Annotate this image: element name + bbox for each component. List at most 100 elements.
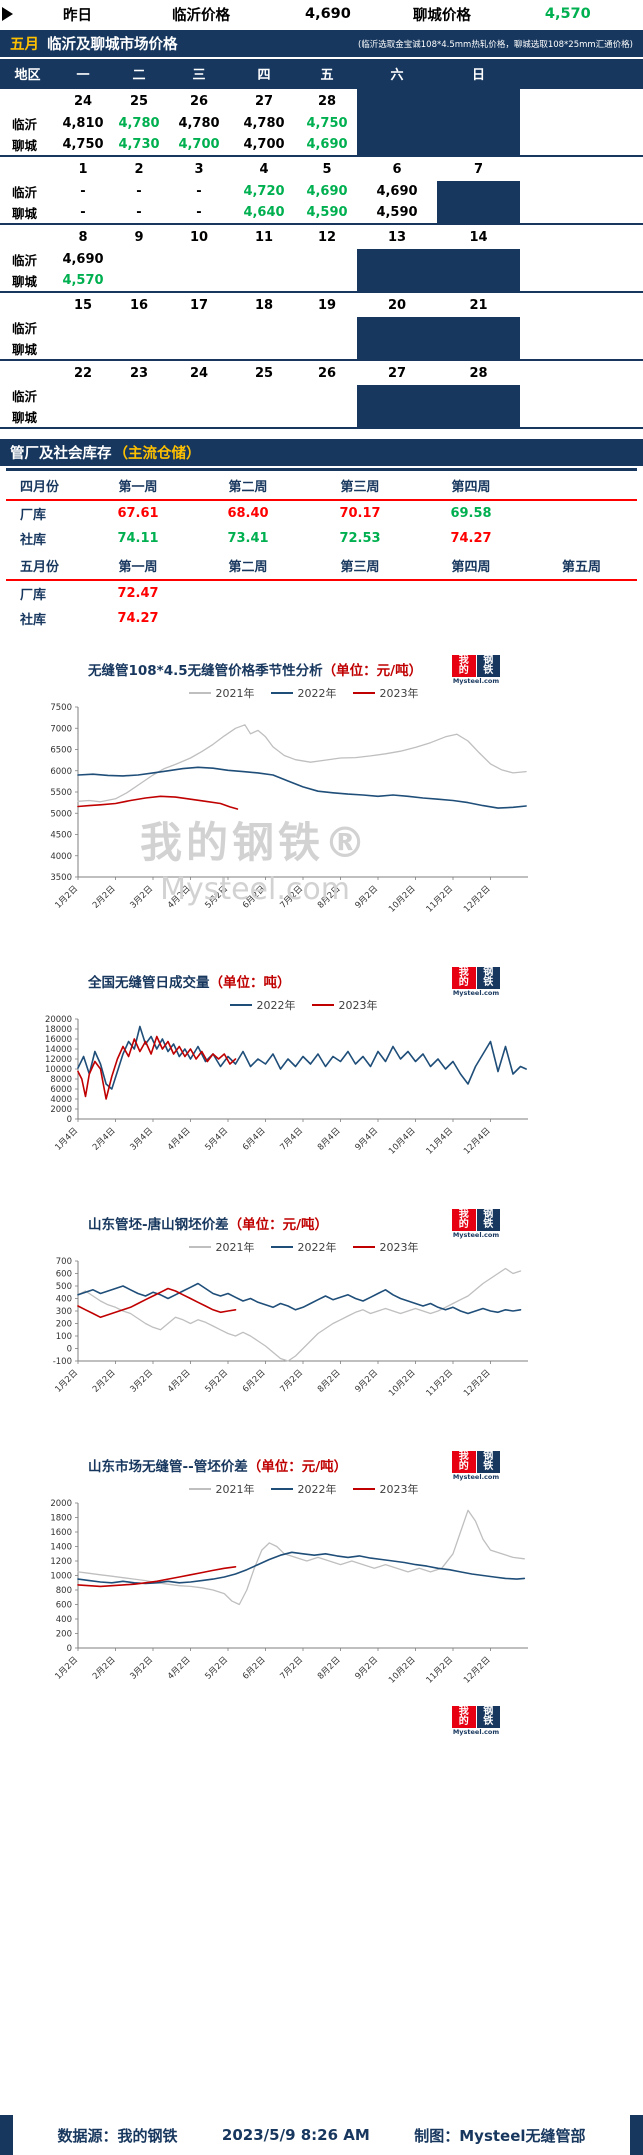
inventory-value-cell: 72.47 <box>117 586 159 601</box>
calendar-value-row: 临沂 4,810 4,780 4,780 4,780 4,750 <box>0 113 643 134</box>
calendar-header-cell: 三 <box>167 59 231 88</box>
week-header-cell: 第二周 <box>192 551 304 581</box>
tick-label: 500 <box>56 1282 72 1292</box>
price-cell <box>297 385 357 406</box>
logo-red-block: 我的 <box>452 655 476 677</box>
price-cell <box>55 338 111 360</box>
series-line-2023年 <box>77 1287 237 1319</box>
inventory-value-cell: 69.58 <box>450 506 492 521</box>
legend-label: 2022年 <box>297 1241 337 1254</box>
price-cell <box>357 385 437 406</box>
week-header-cell: 第一周 <box>84 551 192 581</box>
calendar-header-cell: 六 <box>357 59 437 88</box>
mysteel-logo: 我的 钢铁 Mysteel.com <box>452 1451 500 1481</box>
date-cell: 24 <box>55 87 111 113</box>
corner-triangle-icon <box>2 7 13 21</box>
inventory-value-cell <box>416 606 526 631</box>
price-cell: 4,720 <box>243 184 285 199</box>
calendar-title-bar: 五月 临沂及聊城市场价格 (临沂选取金宝诚108*4.5mm热轧价格，聊城选取1… <box>0 30 643 57</box>
date-cell: 1 <box>55 155 111 181</box>
price-cell: 4,690 <box>62 252 104 267</box>
price-cell <box>55 317 111 338</box>
chart-title-text: 全国无缝管日成交量 <box>88 975 210 991</box>
inventory-value-cell <box>526 500 637 526</box>
chart-plot: -100 0 100 200 300 400 500 600 700 1月2日 2月2日 3月2日 4月… <box>53 1257 528 1399</box>
tick-label: 1400 <box>50 1543 72 1553</box>
tick-label: 1月4日 <box>53 1126 80 1153</box>
price-cell <box>357 317 437 338</box>
logo-site-text: Mysteel.com <box>452 1473 500 1481</box>
legend-label: 2022年 <box>297 687 337 700</box>
price-cell <box>437 385 520 406</box>
date-cell: 28 <box>297 87 357 113</box>
logo-red-block: 我的 <box>452 1209 476 1231</box>
calendar-value-row: 聊城 <box>0 338 643 360</box>
price-cell <box>231 249 297 270</box>
date-cell: 19 <box>297 291 357 317</box>
chart-daily-volume: 全国无缝管日成交量（单位：吨） 我的 钢铁 Mysteel.com 2022年 2023年… <box>0 967 643 1171</box>
legend-line-swatch <box>270 1488 293 1490</box>
price-cell <box>437 338 520 360</box>
logo-blue-block: 钢铁 <box>476 1706 500 1728</box>
calendar-value-row: 聊城 - - - 4,640 4,590 4,590 <box>0 202 643 224</box>
price-cell <box>167 385 231 406</box>
calendar-month-label: 五月 <box>10 37 39 53</box>
legend-item: 2021年 <box>188 1481 255 1497</box>
price-cell <box>111 270 167 292</box>
legend-item: 2023年 <box>352 685 419 701</box>
tick-label: 6月2日 <box>241 884 268 911</box>
price-calendar-table: 地区一二三四五六日 24 25 26 27 28 临沂 4,810 4,780 4,780 4,78… <box>0 59 643 429</box>
date-cell: 28 <box>437 359 520 385</box>
tick-label: 1800 <box>50 1514 72 1524</box>
price-cell <box>437 406 520 428</box>
tick-label: 7月2日 <box>278 1368 305 1395</box>
price-cell <box>357 270 437 292</box>
tick-label: 5月4日 <box>203 1126 230 1153</box>
tick-label: 7500 <box>50 703 72 713</box>
city-label: 临沂 <box>12 253 38 268</box>
mysteel-logo-mark: 我的 钢铁 <box>452 655 500 677</box>
tick-label: 5月2日 <box>203 1655 230 1682</box>
price-cell <box>297 249 357 270</box>
calendar-date-row: 22 23 24 25 26 27 28 <box>0 359 643 385</box>
price-cell <box>167 249 231 270</box>
inventory-value-row: 社库 74.11 73.41 72.53 74.27 <box>6 526 637 551</box>
calendar-header-cell: 二 <box>111 59 167 88</box>
price-cell: - <box>196 205 202 220</box>
inventory-table: 四月份 第一周 第二周 第三周 第四周 厂库 67.61 68.40 70.17 69.58 社库 7… <box>6 468 637 631</box>
empty-label-cell <box>0 87 55 113</box>
tick-label: 1月2日 <box>53 1368 80 1395</box>
series-line-2022年 <box>77 1025 527 1090</box>
tick-label: 200 <box>56 1320 72 1330</box>
legend-item: 2023年 <box>352 1239 419 1255</box>
date-cell: 20 <box>357 291 437 317</box>
tick-label: 1月2日 <box>53 1655 80 1682</box>
tick-label: 7月2日 <box>278 1655 305 1682</box>
tick-label: 6000 <box>50 767 72 777</box>
tick-label: 1600 <box>50 1528 72 1538</box>
chart-legend: 2021年 2022年 2023年 <box>0 1239 607 1255</box>
price-cell <box>437 181 520 202</box>
calendar-header-cell: 一 <box>55 59 111 88</box>
chart-plot: 0200040006000800010000120001400016000180… <box>45 1015 528 1157</box>
legend-item: 2022年 <box>270 685 337 701</box>
legend-item: 2022年 <box>270 1239 337 1255</box>
date-cell: 26 <box>297 359 357 385</box>
date-cell: 25 <box>111 87 167 113</box>
price-cell <box>297 406 357 428</box>
date-cell: 9 <box>111 223 167 249</box>
legend-item: 2023年 <box>311 997 378 1013</box>
tick-label: 10月2日 <box>387 1368 418 1399</box>
tick-label: 7000 <box>50 724 72 734</box>
inventory-value-cell: 74.27 <box>450 531 492 546</box>
price-cell <box>231 317 297 338</box>
legend-line-swatch <box>352 1246 375 1248</box>
tick-label: 400 <box>56 1615 72 1625</box>
inventory-value-cell <box>526 526 637 551</box>
footer-bar: 数据源：我的钢铁 2023/5/9 8:26 AM 制图：Mysteel无缝管部 <box>0 2115 643 2155</box>
calendar-value-row: 临沂 <box>0 385 643 406</box>
chart-title: 全国无缝管日成交量（单位：吨） <box>88 971 643 991</box>
tick-label: 2000 <box>50 1499 72 1509</box>
tick-label: 7月4日 <box>278 1126 305 1153</box>
tick-label: 9月4日 <box>353 1126 380 1153</box>
